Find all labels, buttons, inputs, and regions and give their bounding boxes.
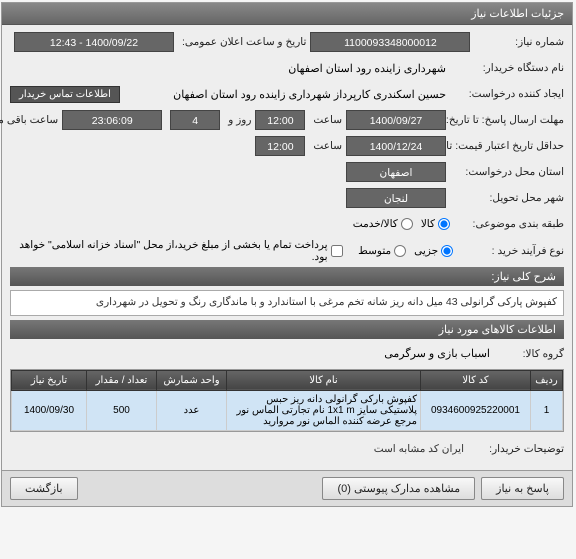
label-item-group: گروه کالا: xyxy=(495,348,565,360)
check-payment[interactable]: پرداخت تمام یا بخشی از مبلغ خرید،از محل … xyxy=(11,239,344,263)
th-name: نام کالا xyxy=(228,370,422,390)
label-saat-2: ساعت xyxy=(314,140,343,152)
panel-body: شماره نیاز: 1100093348000012 تاریخ و ساع… xyxy=(3,25,573,470)
reply-button[interactable]: پاسخ به نیاز xyxy=(482,477,565,500)
field-valid-time: 12:00 xyxy=(256,136,306,156)
row-creator: ایجاد کننده درخواست: حسین اسکندری کارپرد… xyxy=(11,83,565,105)
th-qty: تعداد / مقدار xyxy=(88,370,158,390)
details-panel: جزئیات اطلاعات نیاز شماره نیاز: 11000933… xyxy=(2,2,574,507)
cell-qty: 500 xyxy=(88,390,158,430)
label-city: شهر محل تحویل: xyxy=(455,192,565,204)
field-buyer: شهرداری زاینده رود استان اصفهان xyxy=(11,60,451,77)
row-deadline: مهلت ارسال پاسخ: تا تاریخ: 1400/09/27 سا… xyxy=(11,109,565,131)
items-table-wrap: ردیف کد کالا نام کالا واحد شمارش تعداد /… xyxy=(11,369,565,432)
section-items: اطلاعات کالاهای مورد نیاز xyxy=(11,320,565,339)
cell-unit: عدد xyxy=(158,390,228,430)
row-need-no: شماره نیاز: 1100093348000012 تاریخ و ساع… xyxy=(11,31,565,53)
radio-kala[interactable]: کالا xyxy=(422,218,451,230)
category-radio-group: کالا کالا/خدمت xyxy=(354,218,451,230)
label-need-no: شماره نیاز: xyxy=(479,36,565,48)
field-creator: حسین اسکندری کارپرداز شهرداری زاینده رود… xyxy=(121,86,451,103)
radio-khedmat[interactable]: کالا/خدمت xyxy=(354,218,414,230)
row-valid: حداقل تاریخ اعتبار قیمت: تا تاریخ: 1400/… xyxy=(11,135,565,157)
radio-khedmat-input[interactable] xyxy=(402,218,414,230)
radio-kala-label: کالا xyxy=(422,218,436,230)
cell-index: 1 xyxy=(532,390,564,430)
row-province: استان محل درخواست: اصفهان xyxy=(11,161,565,183)
footer-bar: پاسخ به نیاز مشاهده مدارک پیوستی (0) باز… xyxy=(3,470,573,506)
field-datetime-pub: 1400/09/22 - 12:43 xyxy=(15,32,175,52)
cell-date: 1400/09/30 xyxy=(13,390,88,430)
label-valid: حداقل تاریخ اعتبار قیمت: تا تاریخ: xyxy=(455,140,565,152)
label-province: استان محل درخواست: xyxy=(455,166,565,178)
field-need-no: 1100093348000012 xyxy=(311,32,471,52)
back-button[interactable]: بازگشت xyxy=(11,477,79,500)
field-deadline-days: 4 xyxy=(171,110,221,130)
check-payment-label: پرداخت تمام یا بخشی از مبلغ خرید،از محل … xyxy=(11,239,329,263)
items-table: ردیف کد کالا نام کالا واحد شمارش تعداد /… xyxy=(12,370,564,431)
section-summary: شرح کلی نیاز: xyxy=(11,267,565,286)
label-category: طبقه بندی موضوعی: xyxy=(455,218,565,230)
label-purchase: نوع فرآیند خرید : xyxy=(458,245,565,257)
radio-partial-input[interactable] xyxy=(442,245,454,257)
row-purchase-type: نوع فرآیند خرید : جزیی متوسط پرداخت تمام… xyxy=(11,239,565,263)
contact-info-button[interactable]: اطلاعات تماس خریدار xyxy=(11,86,121,103)
label-buyer: نام دستگاه خریدار: xyxy=(455,62,565,74)
radio-avg[interactable]: متوسط xyxy=(359,245,407,257)
field-city: لنجان xyxy=(347,188,447,208)
label-remaining: ساعت باقی مانده xyxy=(0,114,59,126)
purchase-radio-group: جزیی متوسط xyxy=(359,245,454,257)
field-valid-date: 1400/12/24 xyxy=(347,136,447,156)
cell-name: کفپوش بارکی گرانولی دانه ریز حبس پلاستیک… xyxy=(228,390,422,430)
radio-kala-input[interactable] xyxy=(439,218,451,230)
radio-partial-label: جزیی xyxy=(415,245,439,257)
attachments-button[interactable]: مشاهده مدارک پیوستی (0) xyxy=(323,477,476,500)
label-creator: ایجاد کننده درخواست: xyxy=(455,88,565,100)
item-group-value: اسباب بازی و سرگرمی xyxy=(385,347,491,360)
label-hour: روز و xyxy=(229,114,252,126)
row-category: طبقه بندی موضوعی: کالا کالا/خدمت xyxy=(11,213,565,235)
check-payment-input[interactable] xyxy=(332,245,344,257)
row-item-group: گروه کالا: اسباب بازی و سرگرمی xyxy=(11,343,565,365)
th-date: تاریخ نیاز xyxy=(13,370,88,390)
label-buyer-notes: توضیحات خریدار: xyxy=(475,443,565,455)
table-row[interactable]: 1 0934600925220001 کفپوش بارکی گرانولی د… xyxy=(13,390,564,430)
field-province: اصفهان xyxy=(347,162,447,182)
table-header-row: ردیف کد کالا نام کالا واحد شمارش تعداد /… xyxy=(13,370,564,390)
field-countdown: 23:06:09 xyxy=(63,110,163,130)
row-buyer-notes: توضیحات خریدار: ایران کد مشابه است xyxy=(11,438,565,460)
label-deadline: مهلت ارسال پاسخ: تا تاریخ: xyxy=(455,114,565,126)
row-city: شهر محل تحویل: لنجان xyxy=(11,187,565,209)
field-deadline-time: 12:00 xyxy=(256,110,306,130)
th-unit: واحد شمارش xyxy=(158,370,228,390)
radio-partial[interactable]: جزیی xyxy=(415,245,454,257)
radio-khedmat-label: کالا/خدمت xyxy=(354,218,399,230)
need-description: کفپوش پارکی گرانولی 43 میل دانه ریز شانه… xyxy=(11,290,565,316)
cell-code: 0934600925220001 xyxy=(422,390,532,430)
field-deadline-date: 1400/09/27 xyxy=(347,110,447,130)
th-code: کد کالا xyxy=(422,370,532,390)
radio-avg-label: متوسط xyxy=(359,245,392,257)
th-index: ردیف xyxy=(532,370,564,390)
radio-avg-input[interactable] xyxy=(395,245,407,257)
label-datetime-pub: تاریخ و ساعت اعلان عمومی: xyxy=(183,36,307,48)
row-buyer: نام دستگاه خریدار: شهرداری زاینده رود اس… xyxy=(11,57,565,79)
buyer-notes-text: ایران کد مشابه است xyxy=(369,439,471,459)
label-saat-1: ساعت xyxy=(314,114,343,126)
panel-title: جزئیات اطلاعات نیاز xyxy=(3,3,573,25)
